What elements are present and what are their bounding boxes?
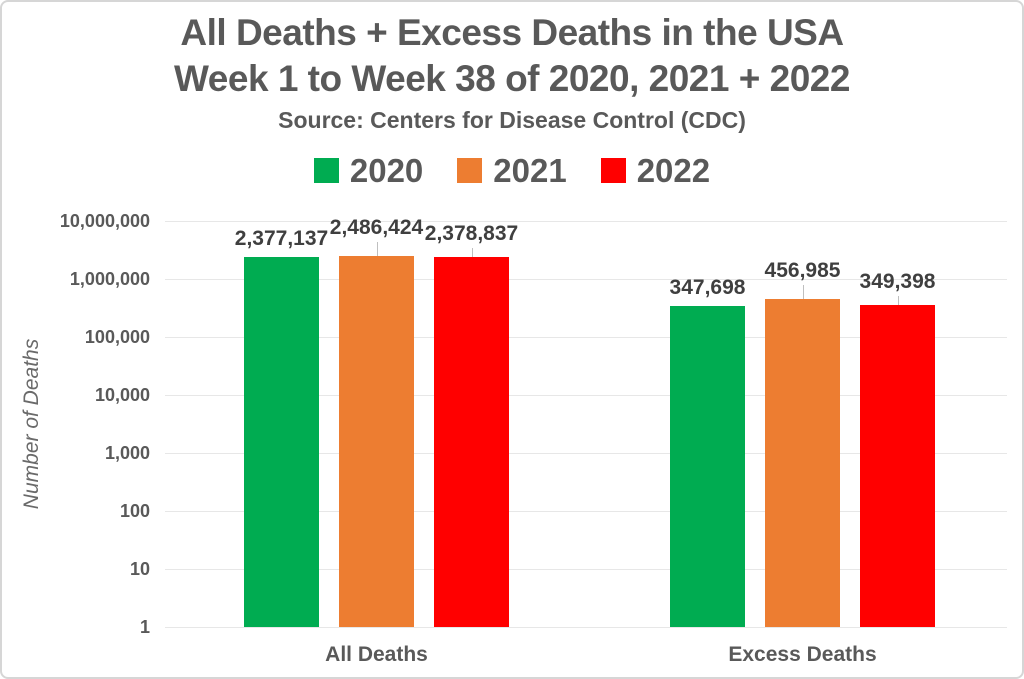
gridline: [165, 278, 1007, 280]
y-tick-label: 1: [139, 617, 150, 637]
category-label-excess-deaths: Excess Deaths: [728, 643, 877, 666]
bar-2022-excess-deaths: [860, 305, 935, 627]
y-tick-label: 10,000: [94, 385, 150, 405]
gridline: [165, 452, 1007, 454]
label-leader-line: [376, 242, 378, 257]
label-leader-line: [897, 296, 899, 306]
legend-item-2021: 2021: [457, 152, 567, 189]
legend-item-2020: 2020: [313, 152, 424, 189]
gridline: [165, 568, 1007, 570]
chart-title-line2: Week 1 to Week 38 of 2020, 2021 + 2022: [174, 58, 850, 99]
bar-value-label-2021-excess-deaths: 456,985: [764, 258, 841, 282]
legend-swatch-2022: [600, 158, 626, 183]
chart-source: Source: Centers for Disease Control (CDC…: [278, 107, 746, 133]
bar-2021-excess-deaths: [765, 298, 840, 627]
label-leader-line: [802, 284, 804, 299]
legend-label-2020: 2020: [349, 152, 424, 189]
legend: 2020 2021 2022: [2, 154, 1022, 187]
y-tick-label: 1,000: [104, 443, 150, 463]
bar-value-label-2021-all-deaths: 2,486,424: [329, 216, 424, 240]
y-tick-label: 10: [129, 559, 150, 579]
bar-value-label-2020-excess-deaths: 347,698: [669, 275, 746, 299]
bar-2022-all-deaths: [434, 257, 509, 627]
gridline: [165, 394, 1007, 396]
gridline: [165, 336, 1007, 338]
chart-title-line1: All Deaths + Excess Deaths in the USA: [180, 12, 844, 53]
legend-label-2022: 2022: [636, 152, 711, 189]
y-tick-label: 100,000: [84, 327, 150, 347]
gridline: [165, 220, 1007, 222]
bar-2020-excess-deaths: [670, 305, 745, 627]
y-tick-label: 10,000,000: [59, 211, 150, 231]
gridline: [165, 626, 1007, 628]
gridline: [165, 510, 1007, 512]
label-leader-line: [471, 248, 473, 258]
legend-swatch-2021: [457, 158, 483, 183]
legend-label-2021: 2021: [493, 152, 567, 189]
bar-2020-all-deaths: [244, 257, 319, 627]
y-tick-label: 1,000,000: [69, 269, 150, 289]
bar-value-label-2022-excess-deaths: 349,398: [859, 270, 936, 294]
title-block: All Deaths + Excess Deaths in the USA We…: [2, 10, 1022, 136]
legend-item-2022: 2022: [600, 152, 711, 189]
bar-value-label-2022-all-deaths: 2,378,837: [424, 222, 519, 246]
legend-swatch-2020: [313, 158, 339, 183]
bar-value-label-2020-all-deaths: 2,377,137: [234, 227, 329, 251]
y-tick-label: 100: [119, 501, 150, 521]
category-label-all-deaths: All Deaths: [325, 643, 428, 666]
bar-2021-all-deaths: [339, 256, 414, 627]
